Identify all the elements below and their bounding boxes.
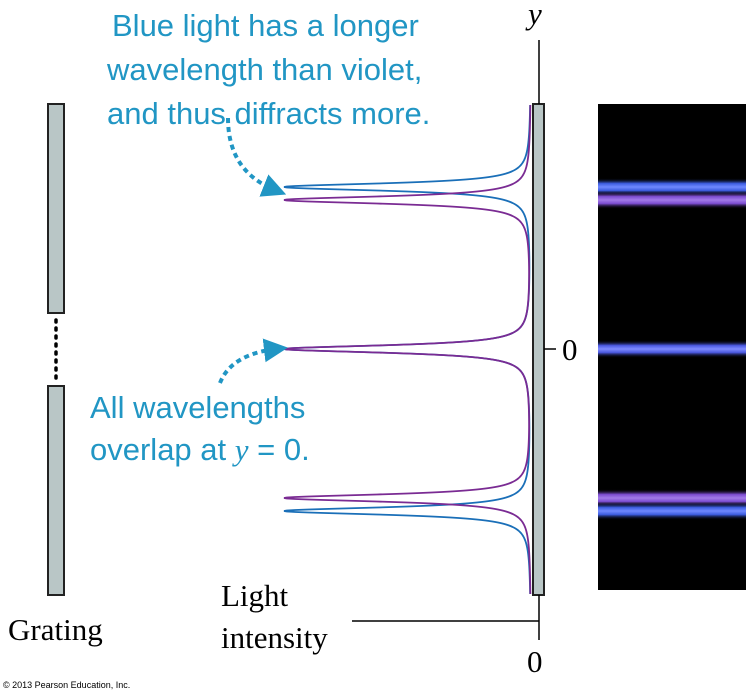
fringe-blue-lower [598, 502, 746, 520]
annotation-overlap-line-1: All wavelengths [90, 390, 305, 425]
violet-intensity-curve [283, 104, 532, 594]
grating-label: Grating [8, 612, 103, 647]
blue-intensity-curve [283, 104, 532, 595]
overlap-variable: y [232, 432, 249, 467]
grating-lower-bar [47, 385, 65, 596]
annotation-blue-line-1: Blue light has a longer [112, 8, 419, 43]
y-axis-label: y [525, 0, 542, 31]
fringe-violet-upper [598, 191, 746, 209]
grating-upper-bar [47, 103, 65, 314]
intensity-label: Light intensity [221, 578, 328, 655]
fringe-pattern-screen [598, 104, 746, 590]
arrow-to-central-peak [218, 338, 288, 384]
y-zero-label: 0 [562, 332, 578, 367]
overlap-suffix: = 0. [249, 432, 310, 467]
intensity-label-line-1: Light [221, 578, 289, 613]
copyright-notice: © 2013 Pearson Education, Inc. [3, 680, 130, 690]
grating [47, 103, 65, 596]
annotation-blue-diffracts: Blue light has a longer wavelength than … [106, 8, 431, 131]
intensity-label-line-2: intensity [221, 620, 328, 655]
intensity-zero-label: 0 [527, 644, 543, 679]
annotation-overlap-line-2: overlap at y = 0. [90, 432, 310, 467]
arrow-to-blue-peak [226, 117, 287, 197]
fringe-central [598, 340, 746, 358]
overlap-prefix: overlap at [90, 432, 235, 467]
viewing-screen-strip [532, 103, 545, 596]
annotation-blue-line-3: and thus diffracts more. [107, 96, 430, 131]
annotation-blue-line-2: wavelength than violet, [106, 52, 422, 87]
